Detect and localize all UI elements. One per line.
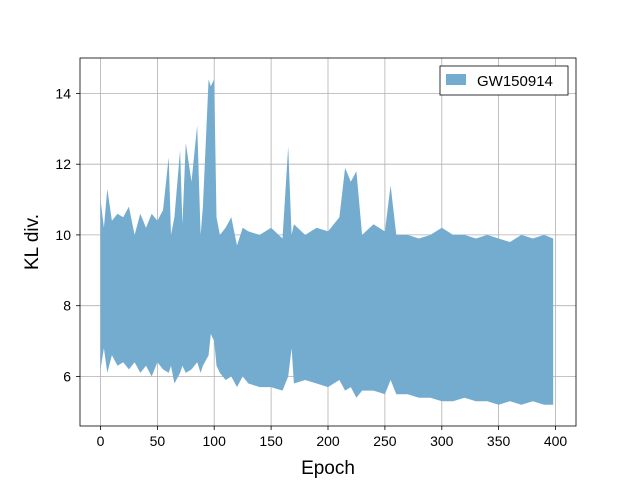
y-tick-label: 10 xyxy=(55,227,71,243)
plot-area xyxy=(100,79,554,405)
x-tick-label: 400 xyxy=(544,433,568,449)
x-tick-label: 200 xyxy=(316,433,340,449)
legend-label: GW150914 xyxy=(477,73,553,90)
y-tick-label: 6 xyxy=(63,369,71,385)
y-tick-label: 12 xyxy=(55,156,71,172)
x-tick-label: 50 xyxy=(150,433,166,449)
x-tick-label: 350 xyxy=(487,433,511,449)
x-axis-label: Epoch xyxy=(301,458,355,479)
series-band-gw150914 xyxy=(100,79,554,405)
x-tick-label: 100 xyxy=(203,433,227,449)
x-tick-label: 300 xyxy=(430,433,454,449)
legend-swatch xyxy=(446,74,466,85)
y-tick-label: 14 xyxy=(55,85,71,101)
legend: GW150914 xyxy=(439,65,569,96)
x-tick-label: 0 xyxy=(97,433,105,449)
x-tick-label: 250 xyxy=(373,433,397,449)
axis-ticks: 0 50 100 150 200 250 300 350 400 6 8 10 12 14 xyxy=(55,85,567,449)
y-axis-label: KL div. xyxy=(22,214,43,270)
y-tick-label: 8 xyxy=(63,298,71,314)
x-tick-label: 150 xyxy=(259,433,283,449)
